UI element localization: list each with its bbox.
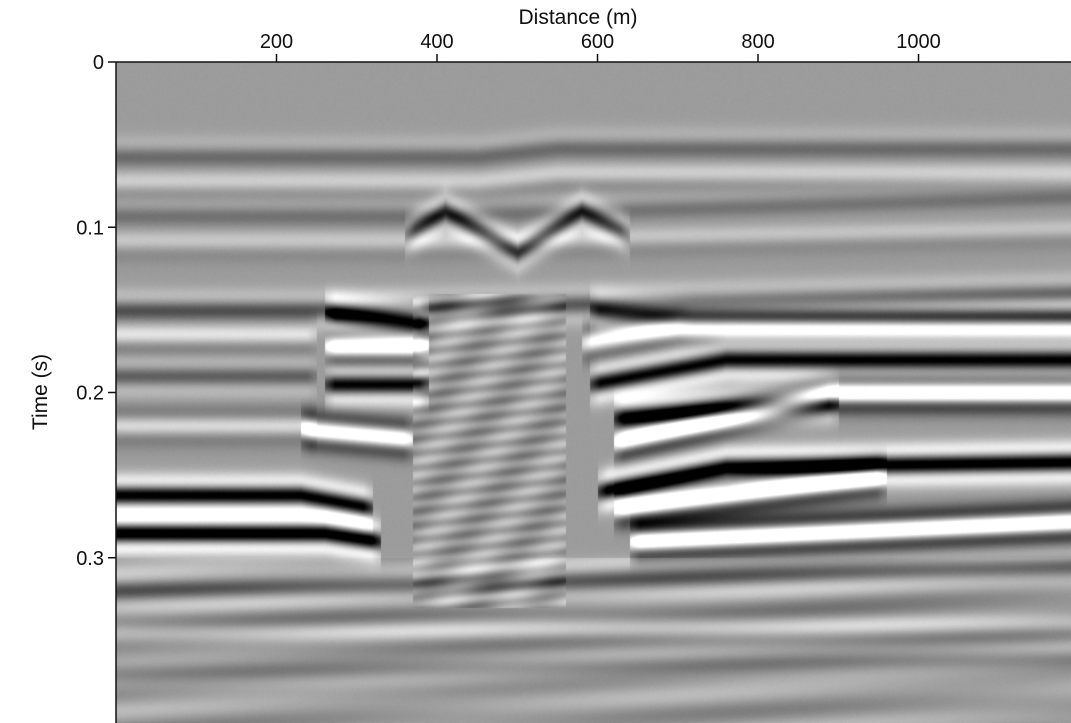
y-ticks: 0 0.1 0.2 0.3 xyxy=(76,52,116,570)
y-tick-label: 0.3 xyxy=(76,548,104,570)
x-tick-label: 1000 xyxy=(896,31,941,53)
x-ticks: 200 400 600 800 1000 xyxy=(260,31,941,62)
y-axis-title: Time (s) xyxy=(29,354,52,430)
x-axis-title: Distance (m) xyxy=(518,6,637,29)
seismic-amplitude-raster xyxy=(116,62,1071,723)
y-tick-label: 0.2 xyxy=(76,383,104,405)
x-tick-label: 800 xyxy=(741,31,774,53)
x-tick-label: 400 xyxy=(420,31,453,53)
x-tick-label: 600 xyxy=(581,31,614,53)
y-tick-label: 0 xyxy=(93,52,104,74)
seismic-image xyxy=(116,62,1071,723)
x-tick-label: 200 xyxy=(260,31,293,53)
y-tick-label: 0.1 xyxy=(76,217,104,239)
